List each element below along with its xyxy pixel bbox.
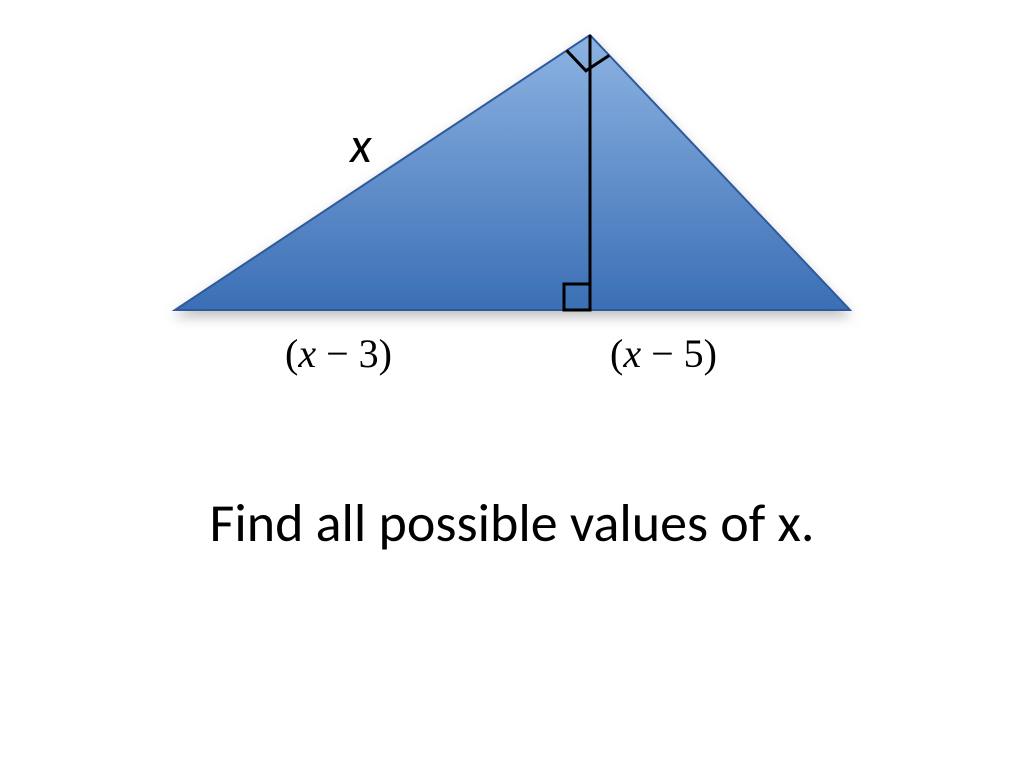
segment-label-right: (x − 5) [610, 330, 717, 377]
problem-prompt: Find all possible values of x. [0, 490, 1024, 556]
lp2: ( [610, 331, 623, 376]
side-label-x-text: x [350, 115, 372, 176]
segment-label-left: (x − 3) [285, 330, 392, 377]
lx2: x [623, 331, 641, 376]
geometry-diagram [0, 0, 1024, 768]
slide-stage: x (x − 3) (x − 5) Find all possible valu… [0, 0, 1024, 768]
side-label-x: x [350, 115, 372, 176]
problem-prompt-text: Find all possible values of x. [210, 490, 815, 556]
lr2: − 5) [641, 331, 717, 376]
main-triangle [175, 35, 850, 310]
lx1: x [298, 331, 316, 376]
lr1: − 3) [316, 331, 392, 376]
lp1: ( [285, 331, 298, 376]
